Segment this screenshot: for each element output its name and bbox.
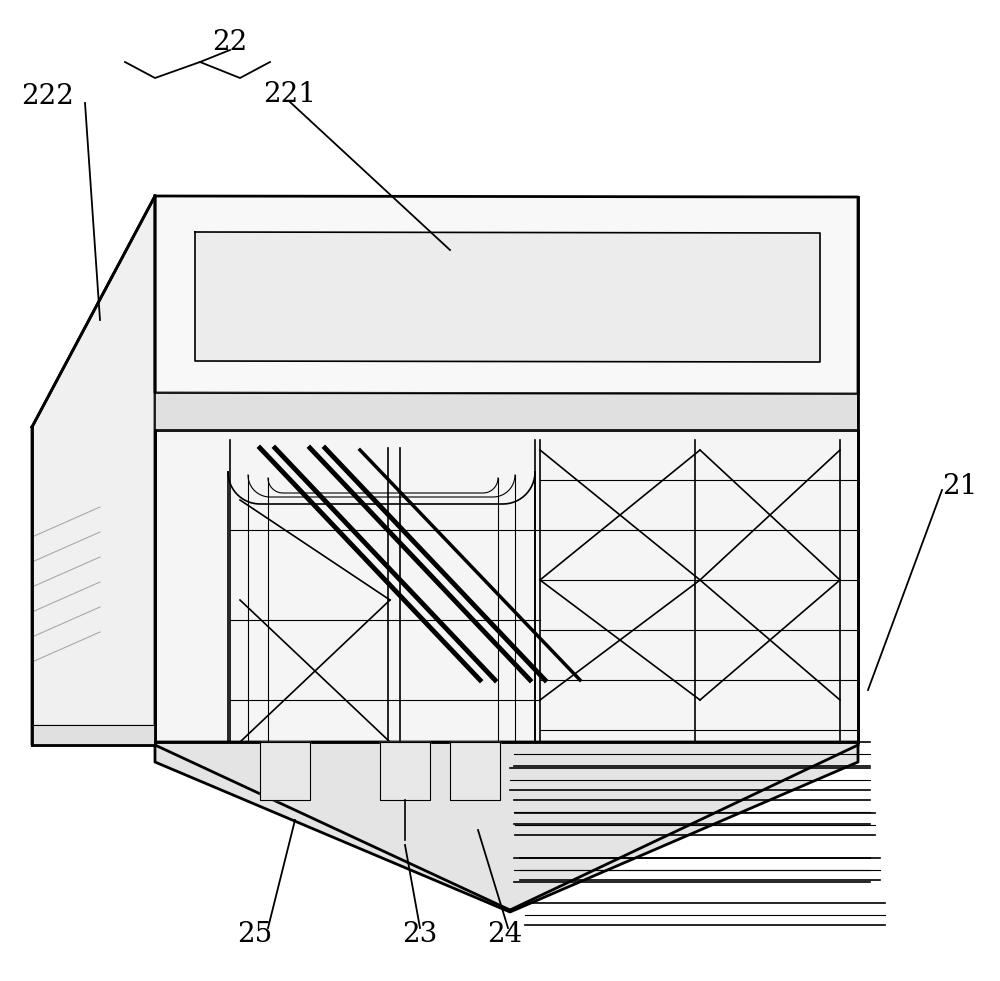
Polygon shape [380, 742, 430, 800]
Polygon shape [155, 430, 858, 742]
Text: 23: 23 [402, 921, 438, 949]
Polygon shape [450, 742, 500, 800]
Polygon shape [195, 232, 820, 362]
Polygon shape [260, 742, 310, 800]
Polygon shape [155, 393, 858, 430]
Text: 21: 21 [942, 474, 978, 500]
Text: 222: 222 [22, 83, 74, 111]
Text: 221: 221 [264, 81, 316, 109]
Text: 25: 25 [237, 921, 273, 949]
Polygon shape [155, 742, 858, 912]
Polygon shape [155, 196, 858, 394]
Text: 22: 22 [212, 29, 248, 57]
Polygon shape [32, 196, 155, 745]
Polygon shape [32, 725, 155, 745]
Text: 24: 24 [487, 921, 523, 949]
